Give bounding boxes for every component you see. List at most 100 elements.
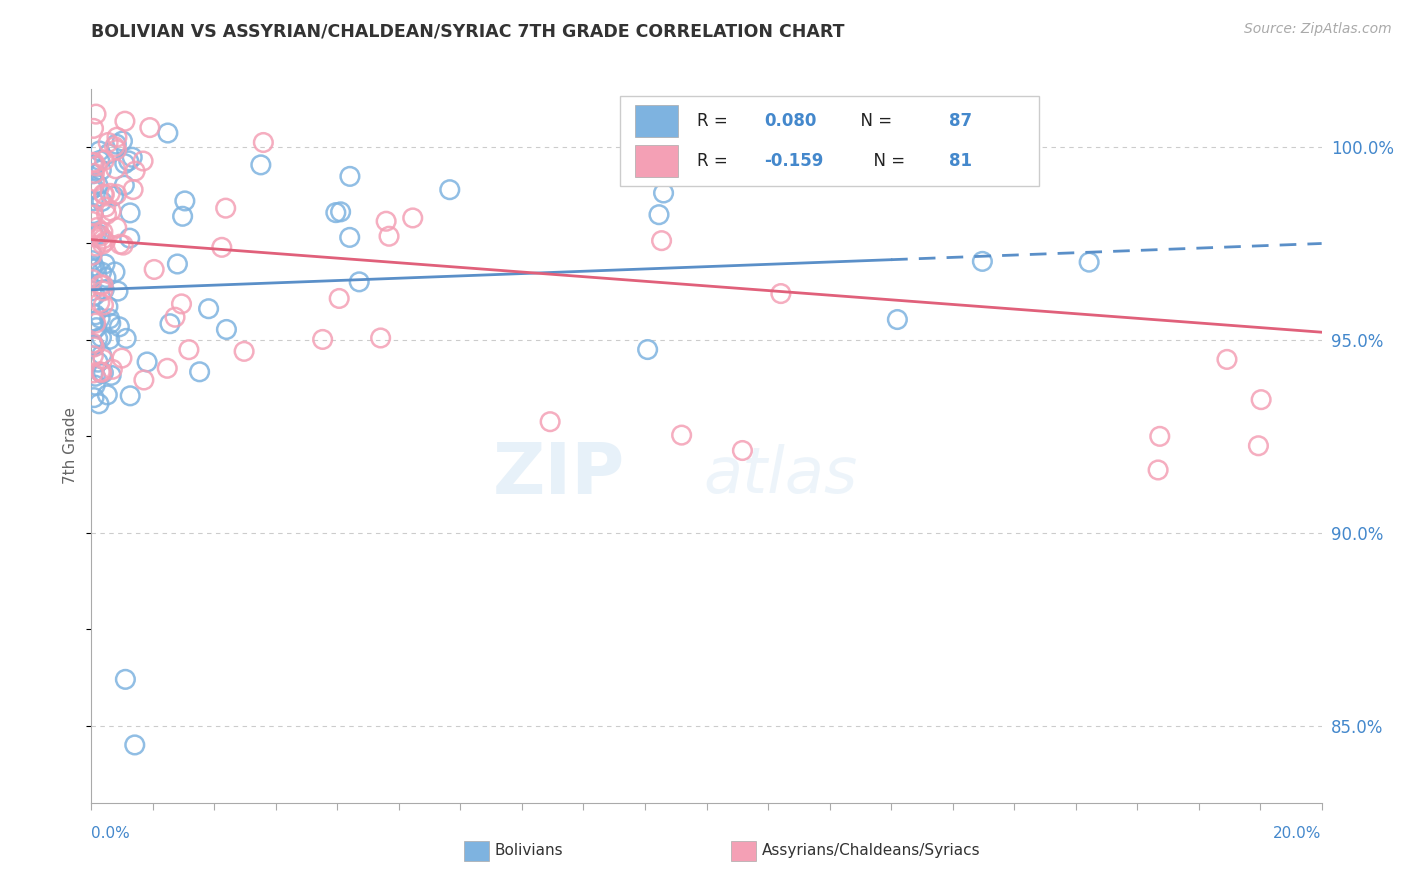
Point xyxy=(250,158,273,172)
Point xyxy=(122,183,145,197)
Point xyxy=(80,261,103,276)
Point xyxy=(94,270,117,285)
Text: ZIP: ZIP xyxy=(492,440,626,509)
Point xyxy=(1149,429,1171,443)
Point xyxy=(156,126,179,140)
Point xyxy=(215,322,238,336)
Point xyxy=(402,211,425,225)
Point xyxy=(105,220,128,235)
Point xyxy=(91,284,114,298)
Point xyxy=(100,368,122,383)
Point xyxy=(94,200,117,214)
Text: 0.0%: 0.0% xyxy=(91,826,131,841)
Text: Assyrians/Chaldeans/Syriacs: Assyrians/Chaldeans/Syriacs xyxy=(762,844,980,858)
Point xyxy=(886,312,908,326)
Point xyxy=(107,284,129,298)
Text: BOLIVIAN VS ASSYRIAN/CHALDEAN/SYRIAC 7TH GRADE CORRELATION CHART: BOLIVIAN VS ASSYRIAN/CHALDEAN/SYRIAC 7TH… xyxy=(91,22,845,40)
Point xyxy=(84,107,107,121)
Point xyxy=(114,673,136,687)
Point xyxy=(90,348,112,362)
Point xyxy=(105,143,128,157)
Point xyxy=(108,319,131,334)
Point xyxy=(91,237,114,252)
Point xyxy=(87,397,110,411)
Text: Bolivians: Bolivians xyxy=(495,844,564,858)
Point xyxy=(114,114,136,128)
Point xyxy=(84,308,107,322)
Point xyxy=(97,136,120,150)
Point xyxy=(90,366,112,380)
Y-axis label: 7th Grade: 7th Grade xyxy=(63,408,79,484)
Point xyxy=(329,205,352,219)
Point xyxy=(769,286,792,301)
Point xyxy=(82,336,104,351)
Point xyxy=(96,388,118,402)
Point xyxy=(84,378,107,392)
Point xyxy=(83,259,105,273)
Point xyxy=(170,297,193,311)
Point xyxy=(211,240,233,254)
Point xyxy=(339,169,361,184)
Point xyxy=(104,139,127,153)
Point xyxy=(94,235,117,249)
Point xyxy=(252,136,274,150)
FancyBboxPatch shape xyxy=(620,96,1039,186)
Point xyxy=(83,166,105,180)
Point xyxy=(172,209,194,223)
Point xyxy=(115,331,138,345)
Point xyxy=(82,337,104,351)
Point xyxy=(118,231,141,245)
Point xyxy=(328,292,350,306)
Point xyxy=(89,365,111,379)
Point xyxy=(87,178,110,192)
Point xyxy=(82,272,104,286)
Point xyxy=(84,288,107,302)
Point xyxy=(325,205,347,219)
Point xyxy=(83,227,105,242)
Point xyxy=(83,340,105,354)
Point xyxy=(82,167,104,181)
Point xyxy=(439,183,461,197)
Point xyxy=(1216,352,1239,367)
Point xyxy=(375,214,398,228)
Text: N =: N = xyxy=(863,153,910,170)
Text: R =: R = xyxy=(696,112,733,130)
Point xyxy=(83,121,105,136)
Point xyxy=(82,194,104,208)
Text: atlas: atlas xyxy=(703,443,858,506)
Point xyxy=(86,227,108,241)
Point xyxy=(89,311,111,326)
Point xyxy=(104,161,127,176)
Point xyxy=(215,201,238,215)
Point xyxy=(1250,392,1272,407)
Text: Source: ZipAtlas.com: Source: ZipAtlas.com xyxy=(1244,22,1392,37)
Point xyxy=(105,137,128,152)
Point xyxy=(86,331,108,345)
Point xyxy=(82,366,104,380)
Point xyxy=(83,339,105,353)
Point xyxy=(347,275,370,289)
Point xyxy=(111,351,134,365)
Point xyxy=(166,257,188,271)
Point xyxy=(83,155,105,169)
Point xyxy=(82,227,104,242)
Point xyxy=(652,186,675,200)
Point xyxy=(94,257,117,271)
Point xyxy=(84,239,107,253)
Point xyxy=(98,186,121,201)
Point xyxy=(84,369,107,384)
Point xyxy=(80,284,103,298)
Point xyxy=(93,153,115,168)
Point xyxy=(1147,463,1170,477)
Text: R =: R = xyxy=(696,153,733,170)
Point xyxy=(87,355,110,369)
Point xyxy=(100,204,122,219)
Point xyxy=(651,234,673,248)
Point xyxy=(89,144,111,158)
Point xyxy=(173,194,195,208)
Point xyxy=(378,229,401,244)
Point xyxy=(197,301,219,316)
Point xyxy=(97,146,120,161)
Point xyxy=(86,320,108,334)
Point xyxy=(972,254,994,268)
